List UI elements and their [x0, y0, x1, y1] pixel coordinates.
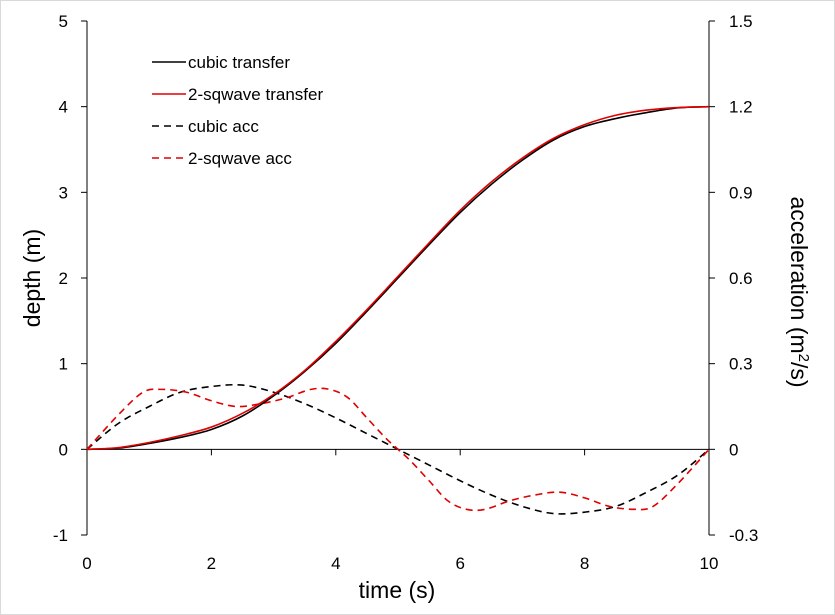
- left-tick-label: 5: [59, 12, 68, 31]
- x-axis-title: time (s): [359, 577, 436, 603]
- left-tick-label: 3: [59, 183, 68, 202]
- x-tick-label: 0: [82, 554, 91, 573]
- right-tick-label: 0: [729, 440, 738, 459]
- series-line-2-sqwave-acc: [86, 387, 710, 512]
- series-line-cubic-transfer: [86, 105, 710, 451]
- legend-label: cubic acc: [188, 117, 259, 136]
- x-tick-label: 6: [455, 554, 464, 573]
- left-tick-label: 2: [59, 269, 68, 288]
- x-tick-label: 4: [331, 554, 340, 573]
- right-tick-label: 1.5: [729, 12, 753, 31]
- x-tick-label: 8: [580, 554, 589, 573]
- legend-label: 2-sqwave transfer: [188, 85, 323, 104]
- axes: -1 0 1 2 3 4 5 -0.3 0 0.3 0.6 0.9 1.2 1.5 0 2 4 6 8 10: [53, 12, 758, 573]
- left-tick-label: 1: [59, 355, 68, 374]
- right-axis-title: acceleration (m2/s): [786, 196, 812, 387]
- plot-area: [86, 105, 710, 515]
- right-tick-label: 0.6: [729, 269, 753, 288]
- x-tick-label: 10: [700, 554, 719, 573]
- right-tick-label: 1.2: [729, 98, 753, 117]
- legend: cubic transfer 2-sqwave transfer cubic acc…: [152, 53, 323, 168]
- right-axis-title-tail: /s): [786, 362, 812, 388]
- right-tick-label: 0.9: [729, 183, 753, 202]
- right-axis-title-sup: 2: [795, 354, 812, 362]
- left-tick-label: -1: [53, 526, 68, 545]
- x-tick-label: 2: [207, 554, 216, 573]
- legend-label: cubic transfer: [188, 53, 290, 72]
- legend-label: 2-sqwave acc: [188, 149, 292, 168]
- left-tick-label: 4: [59, 98, 68, 117]
- left-tick-label: 0: [59, 440, 68, 459]
- right-axis-title-main: acceleration (m: [786, 196, 812, 353]
- left-axis-title: depth (m): [19, 229, 45, 327]
- right-tick-label: -0.3: [729, 526, 758, 545]
- right-tick-label: 0.3: [729, 355, 753, 374]
- series-line-2-sqwave-transfer: [86, 105, 710, 451]
